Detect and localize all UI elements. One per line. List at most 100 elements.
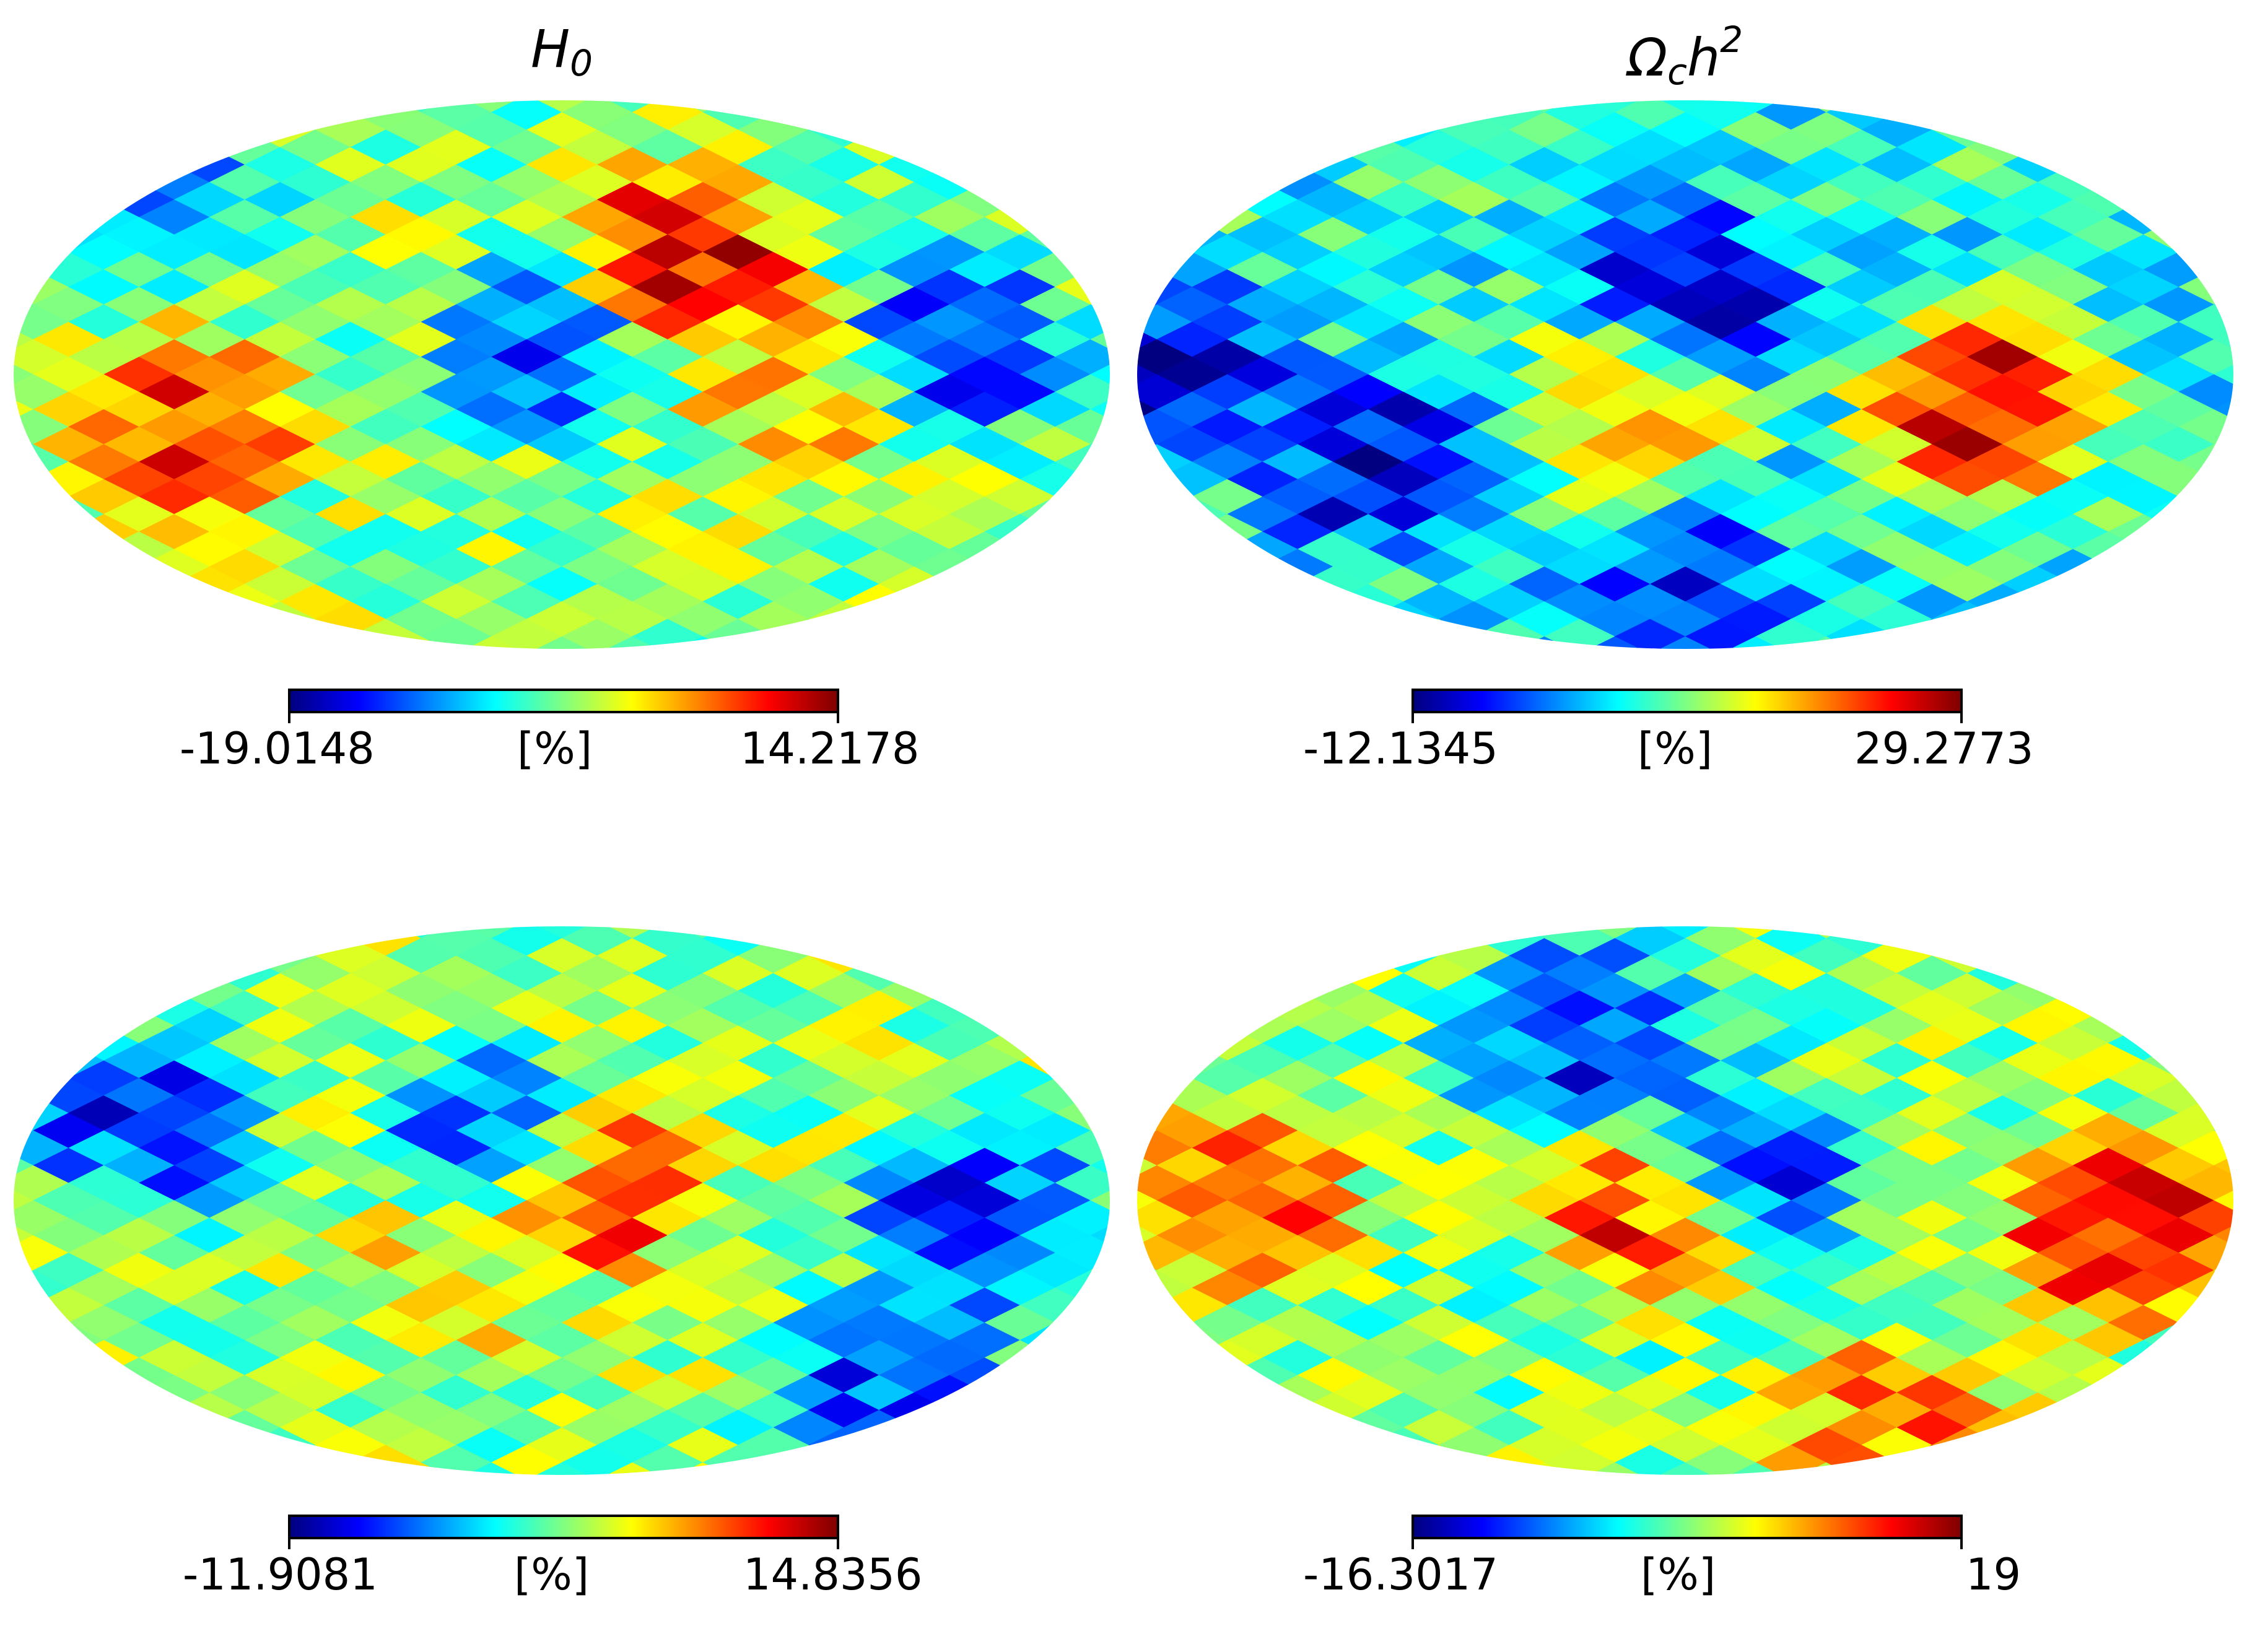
map-pixel <box>174 1498 245 1532</box>
map-pixel <box>632 654 703 689</box>
map-pixel <box>1226 938 1299 974</box>
map-pixel <box>1089 147 1110 183</box>
map-pixel <box>1967 1480 2038 1515</box>
map-pixel <box>1685 1480 1756 1515</box>
map-pixel <box>173 1427 246 1463</box>
map-pixel <box>913 100 985 131</box>
map-pixel <box>984 584 1056 620</box>
map-pixel <box>1685 60 1756 95</box>
colorbar-tick <box>1960 1539 1963 1549</box>
map-pixel <box>1137 1322 1158 1359</box>
map-pixel <box>139 886 209 921</box>
map-pixel <box>103 100 175 113</box>
map-pixel <box>280 654 351 689</box>
map-pixel <box>2107 619 2179 649</box>
map-pixel <box>2178 234 2233 271</box>
map-pixel <box>914 886 985 921</box>
map-pixel <box>879 672 949 706</box>
map-pixel <box>32 938 105 974</box>
map-pixel <box>1226 636 1299 649</box>
map-pixel <box>1156 182 1228 218</box>
map-pixel <box>1262 1480 1333 1515</box>
colorbar-tick <box>288 1539 290 1549</box>
map-pixel <box>421 654 491 689</box>
map-pixel <box>2178 164 2233 201</box>
map-pixel <box>315 43 386 77</box>
map-pixel <box>2036 129 2109 165</box>
map-pixel <box>878 601 950 637</box>
map-pixel <box>243 636 316 649</box>
map-pixel <box>984 1445 1056 1475</box>
map-pixel <box>668 869 738 903</box>
map-pixel <box>1089 1077 1110 1114</box>
map-pixel <box>174 43 245 77</box>
map-pixel <box>1298 43 1368 77</box>
map-pixel <box>32 601 105 637</box>
map-pixel <box>913 584 985 620</box>
sky-map <box>14 43 1110 706</box>
map-pixel <box>14 514 69 550</box>
map-pixel <box>948 601 1021 637</box>
map-pixel <box>1054 955 1110 991</box>
map-pixel <box>14 1060 69 1097</box>
map-pixel <box>1298 869 1368 903</box>
map-pixel <box>1191 990 1263 1027</box>
map-pixel <box>14 1375 69 1411</box>
map-pixel <box>808 100 880 113</box>
map-pixel <box>878 100 950 113</box>
map-pixel <box>1298 672 1368 706</box>
map-pixel <box>1156 566 1228 602</box>
map-pixel <box>2107 926 2179 957</box>
map-pixel <box>738 869 808 903</box>
map-pixel <box>1054 1410 1110 1446</box>
map-pixel <box>1756 654 1826 689</box>
map-pixel <box>948 1392 1021 1428</box>
map-pixel <box>1544 654 1615 689</box>
map-pixel <box>1191 619 1263 649</box>
map-pixel <box>314 636 386 649</box>
map-pixel <box>1755 1445 1827 1475</box>
map-pixel <box>2213 461 2233 498</box>
map-pixel <box>386 43 456 77</box>
map-pixel <box>139 60 209 95</box>
map-pixel <box>1137 217 1158 253</box>
map-pixel <box>138 619 211 649</box>
map-pixel <box>2107 129 2179 165</box>
map-pixel <box>245 869 315 903</box>
colorbar-max-label: 29.2773 <box>1854 723 2034 774</box>
map-pixel <box>314 100 386 113</box>
map-pixel <box>879 1498 949 1532</box>
map-pixel <box>2213 1077 2233 1114</box>
map-pixel <box>1137 234 1193 271</box>
map-pixel <box>2072 636 2144 649</box>
map-pixel <box>1685 654 1756 689</box>
map-pixel <box>103 973 175 1009</box>
map-pixel <box>1137 584 1193 620</box>
map-pixel <box>14 217 34 253</box>
map-pixel <box>1156 531 1228 567</box>
map-pixel <box>878 938 950 974</box>
map-pixel <box>386 869 456 903</box>
map-pixel <box>1137 164 1193 201</box>
map-pixel <box>32 531 105 567</box>
map-pixel <box>2178 549 2233 585</box>
map-pixel <box>103 601 175 637</box>
map-pixel <box>2107 100 2179 131</box>
map-pixel <box>913 926 985 957</box>
map-pixel <box>526 43 597 77</box>
map-pixel <box>1156 601 1228 637</box>
map-pixel <box>139 1480 209 1515</box>
map-pixel <box>491 60 562 95</box>
map-pixel <box>1615 886 1685 921</box>
map-pixel <box>1137 1025 1193 1061</box>
map-pixel <box>68 1375 140 1411</box>
map-pixel <box>173 1462 246 1475</box>
map-pixel <box>14 973 34 1009</box>
map-pixel <box>243 926 316 939</box>
map-pixel <box>703 654 774 689</box>
map-pixel <box>209 60 280 95</box>
map-pixel <box>1967 60 2038 95</box>
map-pixel <box>2142 1392 2215 1428</box>
map-pixel <box>1226 100 1299 113</box>
map-pixel <box>1861 43 1932 77</box>
